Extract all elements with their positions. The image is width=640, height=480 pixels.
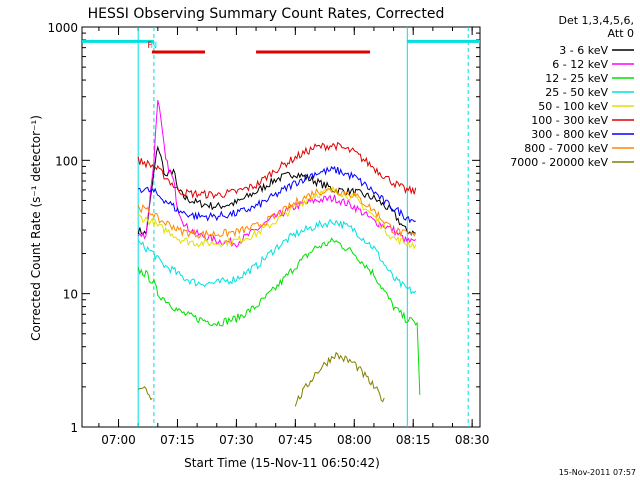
series-line-3 — [137, 218, 417, 295]
legend-label: 100 - 300 keV — [531, 114, 608, 127]
legend-label: 25 - 50 keV — [545, 86, 608, 99]
series-line-4 — [137, 185, 417, 250]
y-tick-label: 10 — [63, 288, 78, 302]
x-tick-label: 08:15 — [396, 433, 431, 447]
legend-label: 7000 - 20000 keV — [510, 156, 608, 169]
y-tick-label: 1 — [70, 421, 78, 435]
chart-title: HESSI Observing Summary Count Rates, Cor… — [88, 6, 445, 22]
legend-label: 800 - 7000 keV — [524, 142, 608, 155]
x-tick-label: 07:15 — [160, 433, 195, 447]
legend-header-line-1: Det 1,3,4,5,6, — [558, 14, 634, 27]
y-axis-label: Corrected Count Rate (s⁻¹ detector⁻¹) — [29, 115, 43, 341]
x-tick-label: 07:45 — [278, 433, 313, 447]
legend-label: 12 - 25 keV — [545, 72, 608, 85]
x-tick-label: 07:30 — [219, 433, 254, 447]
legend-label: 6 - 12 keV — [552, 58, 608, 71]
series-line-6 — [138, 165, 416, 224]
x-axis-label: Start Time (15-Nov-11 06:50:42) — [184, 456, 380, 470]
annotation-f: F — [147, 41, 152, 51]
plot-frame — [81, 26, 481, 428]
legend-label: 300 - 800 keV — [531, 128, 608, 141]
series-line-5 — [137, 141, 417, 200]
footer-timestamp: 15-Nov-2011 07:57 — [559, 468, 636, 477]
y-tick-label: 100 — [55, 154, 78, 168]
x-tick-label: 07:00 — [101, 433, 136, 447]
legend-label: 3 - 6 keV — [559, 44, 608, 57]
annotation-n: N — [151, 41, 158, 51]
x-tick-label: 08:30 — [455, 433, 490, 447]
series-line-7 — [137, 187, 417, 239]
series-line-1 — [137, 99, 417, 248]
series-line-8 — [137, 385, 153, 401]
legend-label: 50 - 100 keV — [538, 100, 608, 113]
plot-layer: 07:00 07:15 07:30 07:45 08:00 08:15 08:30 1 10 10… — [47, 21, 489, 447]
series-line-0 — [137, 145, 416, 236]
legend-header-line-2: Att 0 — [608, 27, 634, 40]
x-tick-label: 08:00 — [337, 433, 372, 447]
series-line-2 — [137, 237, 421, 395]
y-tick-label: 1000 — [47, 21, 78, 35]
series-line-8 — [294, 351, 385, 407]
